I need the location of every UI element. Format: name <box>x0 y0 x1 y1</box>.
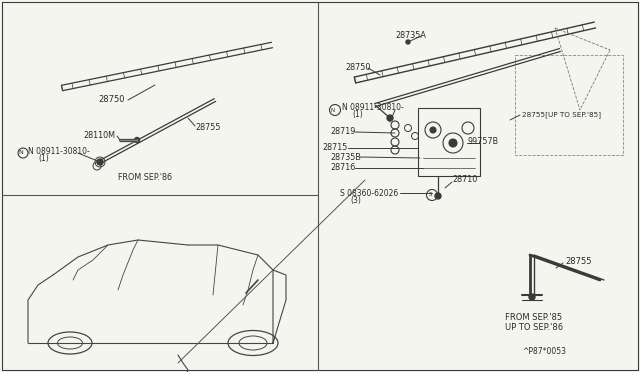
Circle shape <box>430 127 436 133</box>
Text: 28735A: 28735A <box>395 32 426 41</box>
Bar <box>515 55 623 155</box>
Text: 28716: 28716 <box>330 164 355 173</box>
Text: N 08911-30810-: N 08911-30810- <box>342 103 404 112</box>
Text: 28710: 28710 <box>452 176 477 185</box>
Text: 28735B: 28735B <box>330 153 361 161</box>
Circle shape <box>529 294 535 300</box>
Circle shape <box>387 115 393 121</box>
Text: 28110M: 28110M <box>83 131 115 141</box>
Text: (1): (1) <box>38 154 49 164</box>
Bar <box>418 108 480 176</box>
Text: ^P87*0053: ^P87*0053 <box>522 347 566 356</box>
Text: 28719: 28719 <box>330 128 355 137</box>
Circle shape <box>435 193 441 199</box>
Text: (3): (3) <box>350 196 361 205</box>
Circle shape <box>134 138 140 142</box>
Text: 28750: 28750 <box>98 96 125 105</box>
Text: 99757B: 99757B <box>468 138 499 147</box>
Text: 28715: 28715 <box>322 144 348 153</box>
Circle shape <box>97 159 103 165</box>
Circle shape <box>406 40 410 44</box>
Text: 28750: 28750 <box>345 64 371 73</box>
Text: N: N <box>331 108 335 112</box>
Text: 28755[UP TO SEP.'85]: 28755[UP TO SEP.'85] <box>522 112 601 118</box>
Text: FROM SEP.'85: FROM SEP.'85 <box>505 314 562 323</box>
Text: N: N <box>19 151 24 155</box>
Text: UP TO SEP.'86: UP TO SEP.'86 <box>505 324 563 333</box>
Text: N 08911-30810-: N 08911-30810- <box>28 148 90 157</box>
Text: 28755: 28755 <box>195 124 221 132</box>
Text: S: S <box>428 192 432 198</box>
Text: (1): (1) <box>352 110 363 119</box>
Text: FROM SEP.'86: FROM SEP.'86 <box>118 173 172 183</box>
Text: 28755: 28755 <box>565 257 591 266</box>
Circle shape <box>449 139 457 147</box>
Text: S 08360-62026: S 08360-62026 <box>340 189 398 198</box>
